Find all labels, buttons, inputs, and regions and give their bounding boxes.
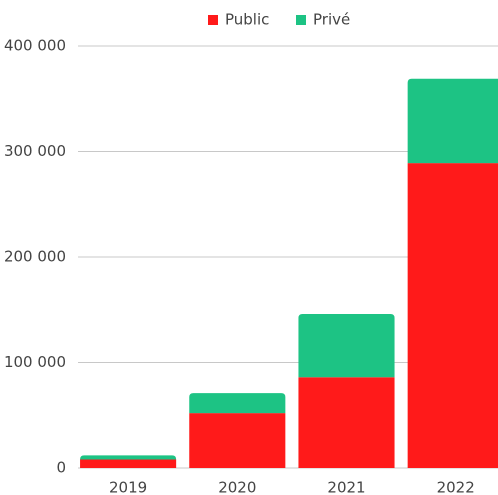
legend-swatch	[208, 15, 218, 25]
y-tick-label: 300 000	[4, 142, 66, 160]
x-tick-label: 2019	[109, 479, 147, 495]
y-tick-label: 0	[56, 459, 66, 477]
legend-label: Privé	[313, 11, 350, 29]
y-tick-label: 200 000	[4, 248, 66, 266]
legend-swatch	[296, 15, 306, 25]
bar-segment	[189, 413, 286, 468]
bar-segment	[80, 459, 177, 468]
bar-segment	[298, 377, 395, 468]
x-tick-label: 2021	[327, 479, 365, 495]
x-tick-label: 2020	[218, 479, 256, 495]
bar-segment	[298, 313, 395, 378]
x-tick-label: 2022	[437, 479, 475, 495]
bar-segment	[407, 163, 498, 468]
y-tick-label: 100 000	[4, 353, 66, 371]
bar-segment	[407, 78, 498, 164]
legend-label: Public	[225, 11, 269, 29]
plot	[80, 78, 498, 468]
bar-segment	[80, 455, 177, 460]
bar-segment	[189, 393, 286, 414]
y-tick-label: 400 000	[4, 37, 66, 55]
